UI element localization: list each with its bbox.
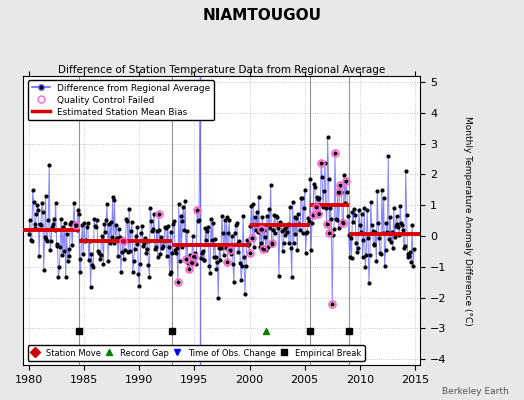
Title: Difference of Station Temperature Data from Regional Average: Difference of Station Temperature Data f… <box>58 65 386 75</box>
Text: Berkeley Earth: Berkeley Earth <box>442 387 508 396</box>
Text: NIAMTOUGOU: NIAMTOUGOU <box>202 8 322 23</box>
Legend: Station Move, Record Gap, Time of Obs. Change, Empirical Break: Station Move, Record Gap, Time of Obs. C… <box>28 346 365 361</box>
Y-axis label: Monthly Temperature Anomaly Difference (°C): Monthly Temperature Anomaly Difference (… <box>463 116 472 326</box>
